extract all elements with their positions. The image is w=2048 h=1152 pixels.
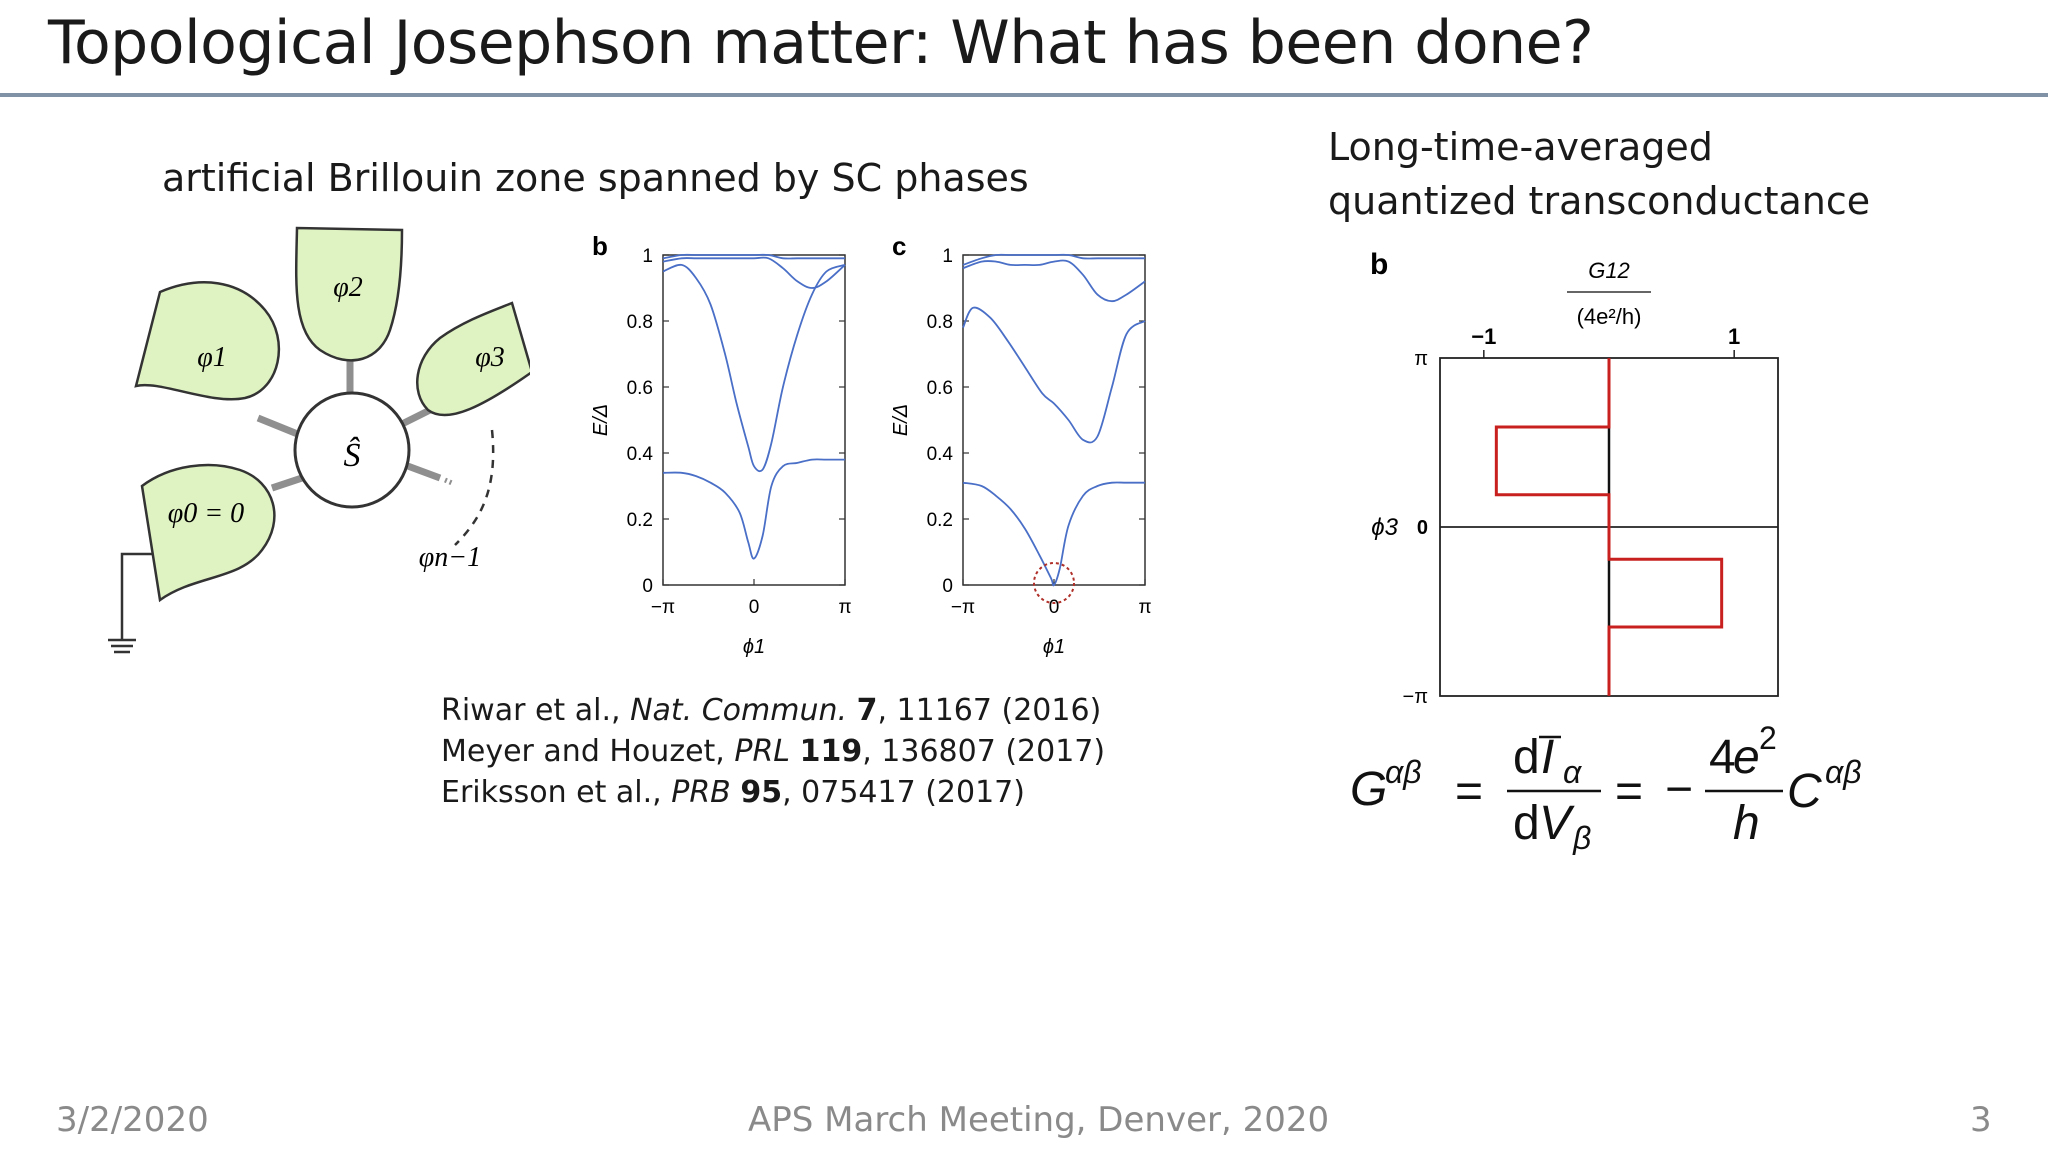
band-line-4 [662,253,845,260]
connector-phi0 [270,473,307,492]
x-tick-label: −1 [1471,324,1496,349]
scatterer-label: Ŝ [344,436,361,474]
panel-label: b [1370,248,1388,281]
x-axis-label: ϕ1 [1043,636,1065,658]
y-tick-label: −π [1403,686,1428,708]
svg-text:=: = [1615,765,1643,818]
y-tick-label: 0.6 [927,378,953,399]
gap-closing-marker [1033,562,1075,604]
y-tick-label: 1 [942,246,953,267]
svg-text:d: d [1513,731,1540,784]
reference-3: Eriksson et al., PRB 95, 075417 (2017) [441,775,1025,810]
x-tick-label: 0 [1049,597,1060,618]
svg-text:d: d [1513,797,1540,850]
lead-label-phi0: φ0 = 0 [168,498,244,529]
chart-transconductance: b G12 (4e²/h) −1 1 −π 0 π ϕ3 [1370,248,1779,708]
band-line-3 [962,259,1146,303]
scatterer-circle [293,391,411,509]
y-tick-label: 0.8 [627,312,653,333]
lead-label-phin: φn−1 [419,542,481,573]
svg-text:2: 2 [1759,720,1777,756]
band-line-1 [962,481,1145,587]
title-divider [0,93,2048,97]
x-axis-label: ϕ1 [743,636,765,658]
dashed-arc [454,429,495,546]
band-line-2 [962,306,1146,444]
x-tick-label: π [1138,597,1151,618]
y-tick-label: 0.8 [927,312,953,333]
references: Riwar et al., Nat. Commun. 7, 11167 (201… [441,690,1105,813]
x-axis-label-denominator: (4e²/h) [1577,304,1642,329]
panel-label: c [892,231,906,261]
footer-page-number: 3 [1970,1100,1992,1140]
right-subtitle: Long-time-averaged quantized transconduc… [1328,120,1870,228]
y-axis-label: E/Δ [590,404,612,436]
footer-event: APS March Meeting, Denver, 2020 [748,1100,1330,1140]
svg-text:α: α [1563,754,1582,790]
ground-wire [120,552,152,640]
band-line-1 [663,458,845,560]
y-tick-label: 0 [1417,517,1428,539]
svg-text:e: e [1733,731,1760,784]
x-tick-label: 0 [749,597,760,618]
y-axis-label: ϕ3 [1371,514,1398,541]
svg-text:αβ: αβ [1385,754,1422,790]
y-tick-label: 0.2 [627,510,653,531]
x-tick-label: π [838,597,851,618]
band-line-3 [662,256,846,289]
svg-text:h: h [1733,797,1760,850]
lead-label-phi3: φ3 [475,342,505,373]
svg-text:β: β [1572,820,1591,855]
lead-phi0 [140,463,276,603]
svg-text:−: − [1665,763,1693,816]
transconductance-formula: G αβ = d I α d V β = − 4 e 2 h C αβ [1350,720,1862,855]
svg-text:4: 4 [1709,731,1736,784]
multiterminal-junction-diagram: Ŝ φ2 φ1 φ3 φ0 = 0 φn−1 [108,226,530,654]
connector-phi1 [256,414,302,439]
footer-date: 3/2/2020 [56,1100,209,1140]
plot-frame [962,254,1146,586]
connector-phin [403,461,442,482]
lead-phi1 [134,281,280,401]
svg-text:I: I [1541,731,1554,784]
svg-text:=: = [1455,765,1483,818]
reference-2: Meyer and Houzet, PRL 119, 136807 (2017) [441,734,1106,769]
lead-label-phi2: φ2 [333,272,363,303]
y-tick-label: 0.2 [927,510,953,531]
y-tick-label: 0.6 [627,378,653,399]
panel-label: b [592,231,608,261]
svg-text:G: G [1350,763,1387,816]
reference-1: Riwar et al., Nat. Commun. 7, 11167 (201… [441,693,1102,728]
svg-text:αβ: αβ [1825,754,1862,790]
band-line-2 [662,263,846,473]
x-tick-label: −π [951,597,975,618]
lead-phi3 [416,301,530,417]
y-tick-label: 0.4 [627,444,654,465]
x-tick-label: −π [651,597,675,618]
right-subtitle-line-2: quantized transconductance [1328,179,1871,223]
transconductance-line [1494,358,1724,696]
y-tick-label: 0 [942,576,953,597]
left-subtitle: artificial Brillouin zone spanned by SC … [162,156,1029,200]
plot-frame [662,254,846,586]
lead-label-phi1: φ1 [197,342,227,373]
x-axis-label-numerator: G12 [1588,258,1630,283]
y-tick-label: π [1414,348,1428,370]
right-subtitle-line-1: Long-time-averaged [1328,125,1713,169]
slide-title: Topological Josephson matter: What has b… [48,8,1594,78]
svg-text:C: C [1787,765,1822,818]
y-tick-label: 0 [642,576,653,597]
y-axis-label: E/Δ [890,404,912,436]
y-tick-label: 0.4 [927,444,954,465]
x-tick-label: 1 [1728,324,1740,349]
band-line-4 [962,253,1145,266]
y-tick-label: 1 [642,246,653,267]
svg-text:V: V [1539,797,1575,850]
lead-phi2 [294,226,404,362]
